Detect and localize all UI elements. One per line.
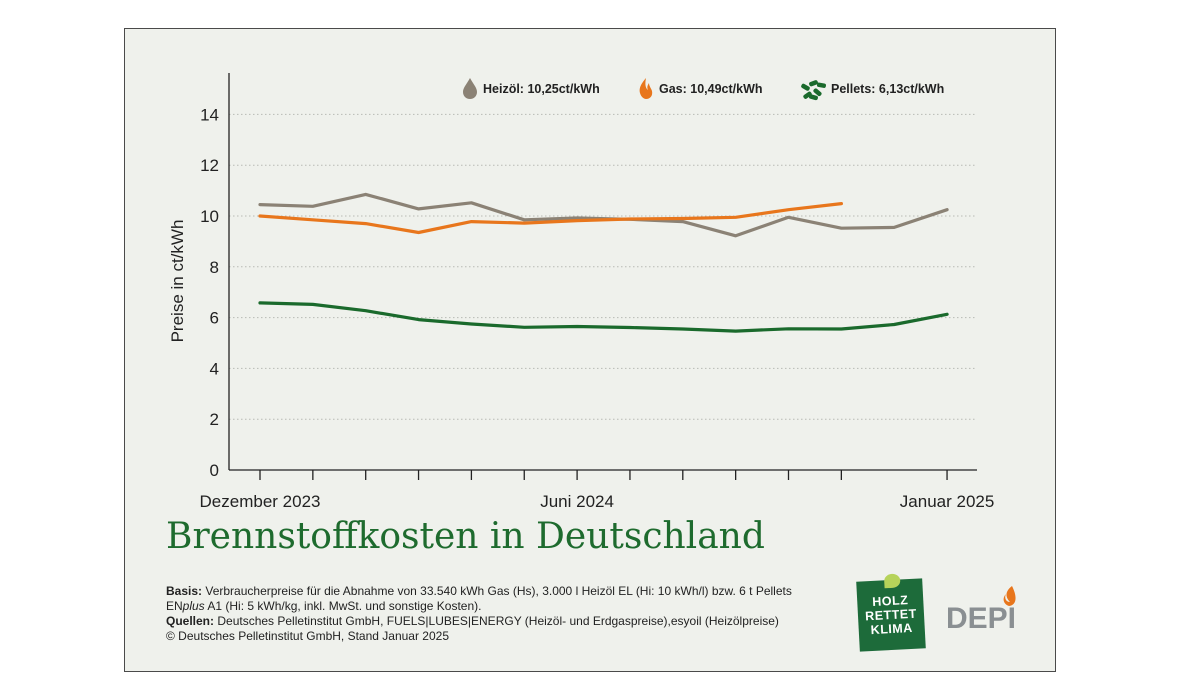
legend: Heizöl: 10,25ct/kWh Gas: 10,49ct/kWh Pelle… — [463, 78, 944, 101]
y-tick-labels: 0 2 4 6 8 10 12 14 — [200, 105, 219, 480]
legend-item-gas: Gas: 10,49ct/kWh — [639, 78, 763, 99]
chart-title: Brennstoffkosten in Deutschland — [166, 516, 765, 557]
sources-text: Deutsches Pelletinstitut GmbH, FUELS|LUB… — [214, 614, 779, 628]
copyright-line: © Deutsches Pelletinstitut GmbH, Stand J… — [166, 629, 449, 643]
depi-logo: DEPI — [946, 584, 1026, 640]
series-line-gas — [258, 202, 844, 235]
flame-icon — [1003, 586, 1016, 606]
grid-lines — [229, 113, 977, 420]
pellets-icon — [801, 80, 826, 101]
line-chart: 0 2 4 6 8 10 12 14 Dezember 2023 Juni 2024 Januar… — [168, 73, 995, 511]
infographic-card: 0 2 4 6 8 10 12 14 Dezember 2023 Juni 2024 Januar… — [124, 28, 1056, 672]
legend-label: Pellets: 6,13ct/kWh — [831, 82, 944, 96]
sources-label: Quellen: — [166, 614, 215, 628]
basis-text: Verbraucherpreise für die Abnahme von 33… — [202, 584, 792, 598]
y-tick-label: 12 — [200, 156, 219, 175]
basis-enplus-prefix: EN — [166, 599, 183, 613]
x-tick-label: Dezember 2023 — [200, 492, 321, 511]
oil-drop-icon — [463, 78, 477, 99]
x-tick-label: Juni 2024 — [540, 492, 614, 511]
footnotes: Basis: Verbraucherpreise für die Abnahme… — [166, 584, 846, 644]
x-tick-labels: Dezember 2023 Juni 2024 Januar 2025 — [200, 492, 995, 511]
y-tick-label: 2 — [210, 410, 219, 429]
basis-enplus-italic: plus — [182, 599, 205, 613]
legend-item-heizl: Heizöl: 10,25ct/kWh — [463, 78, 600, 99]
series-lines — [258, 192, 949, 333]
legend-label: Heizöl: 10,25ct/kWh — [483, 82, 600, 96]
basis-line-1: Basis: Verbraucherpreise für die Abnahme… — [166, 584, 846, 599]
leaf-icon — [883, 573, 901, 589]
y-tick-label: 14 — [200, 105, 219, 124]
basis-label: Basis: — [166, 584, 203, 598]
y-tick-label: 0 — [210, 461, 219, 480]
y-tick-label: 4 — [210, 359, 219, 378]
legend-label: Gas: 10,49ct/kWh — [659, 82, 763, 96]
chart-axes — [228, 73, 977, 480]
legend-item-pellets: Pellets: 6,13ct/kWh — [801, 80, 944, 101]
depi-logo-text: DEPI — [946, 602, 1017, 635]
y-tick-label: 8 — [210, 258, 219, 277]
y-axis-label: Preise in ct/kWh — [168, 220, 187, 343]
holz-rettet-klima-logo: HOLZ RETTET KLIMA — [856, 573, 926, 652]
series-line-pellets — [258, 301, 949, 333]
sources-line: Quellen: Deutsches Pelletinstitut GmbH, … — [166, 614, 846, 629]
basis-line-2: ENplus A1 (Hi: 5 kWh/kg, inkl. MwSt. und… — [166, 599, 846, 614]
x-tick-label: Januar 2025 — [900, 492, 995, 511]
basis-enplus-text: A1 (Hi: 5 kWh/kg, inkl. MwSt. und sonsti… — [204, 599, 482, 613]
flame-icon — [639, 78, 653, 99]
y-tick-label: 6 — [210, 309, 219, 328]
y-tick-label: 10 — [200, 207, 219, 226]
series-line-heizl — [258, 192, 949, 238]
